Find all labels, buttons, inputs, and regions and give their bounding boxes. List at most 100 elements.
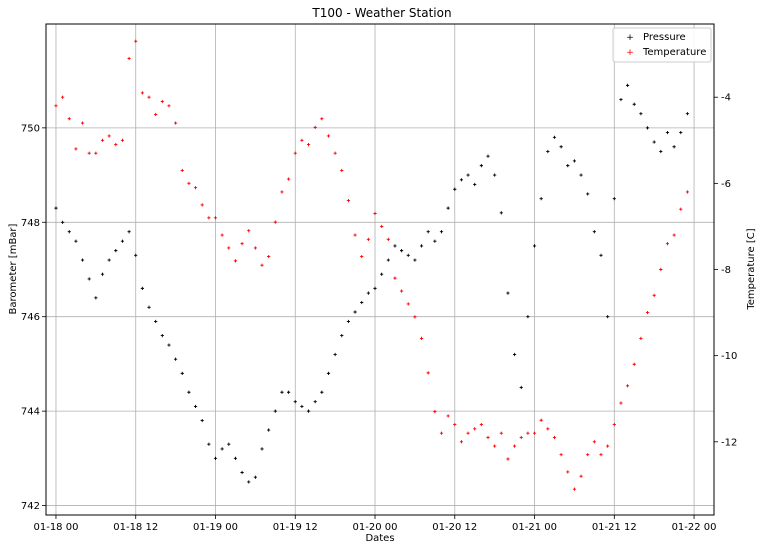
pressure-point: [473, 182, 477, 187]
pressure-point: [439, 230, 444, 234]
temperature-point: [114, 142, 118, 147]
pressure-point: [479, 164, 483, 168]
series-pressure: [54, 83, 690, 484]
temperature-point: [453, 422, 457, 427]
temperature-point: [639, 336, 643, 341]
x-tick-label: 01-22 00: [672, 522, 717, 533]
pressure-point: [167, 343, 171, 347]
pressure-point: [559, 145, 563, 149]
temperature-point: [134, 39, 138, 43]
pressure-point: [426, 230, 430, 234]
y-tick-label: 748: [21, 218, 40, 229]
pressure-point: [180, 371, 184, 375]
pressure-point: [134, 253, 138, 257]
pressure-point: [433, 239, 437, 243]
pressure-point: [227, 442, 231, 446]
temperature-point: [340, 168, 344, 173]
pressure-point: [260, 447, 264, 451]
y2-tick-label: -6: [721, 179, 731, 190]
pressure-point: [333, 352, 337, 357]
temperature-point: [187, 181, 191, 185]
temperature-point: [612, 422, 616, 427]
temperature-point: [599, 453, 603, 457]
temperature-point: [287, 177, 291, 181]
pressure-point: [87, 277, 91, 281]
pressure-point: [665, 130, 670, 135]
temperature-point: [67, 117, 71, 121]
temperature-point: [127, 56, 131, 61]
pressure-point: [280, 390, 284, 394]
temperature-point: [419, 336, 424, 341]
temperature-point: [293, 151, 297, 155]
pressure-point: [94, 296, 98, 300]
y-axis-right-label: Temperature [C]: [746, 228, 757, 310]
temperature-point: [512, 444, 517, 448]
pressure-point: [552, 135, 557, 139]
pressure-point: [459, 178, 464, 182]
pressure-point: [512, 352, 517, 357]
temperature-point: [393, 276, 397, 280]
y2-tick-label: -12: [721, 437, 737, 448]
chart-title: T100 - Weather Station: [311, 6, 451, 20]
pressure-point: [499, 211, 503, 215]
pressure-point: [346, 319, 351, 324]
temperature-point: [493, 444, 497, 448]
pressure-point: [446, 206, 450, 210]
pressure-point: [61, 220, 65, 224]
temperature-point: [353, 233, 357, 237]
pressure-point: [380, 272, 384, 276]
pressure-point: [453, 187, 457, 191]
legend-label-pressure: Pressure: [643, 32, 686, 43]
temperature-point: [459, 440, 464, 444]
pressure-point: [140, 286, 144, 290]
temperature-point: [120, 138, 125, 142]
pressure-point: [386, 258, 390, 262]
pressure-point: [114, 249, 118, 253]
y-axis-left-label: Barometer [mBar]: [8, 223, 19, 314]
temperature-point: [380, 224, 384, 229]
y-axis-right-ticks: -12 -10 -8 -6 -4: [714, 93, 737, 448]
temperature-point: [679, 207, 683, 211]
pressure-point: [566, 164, 570, 168]
temperature-point: [426, 371, 430, 375]
pressure-point: [400, 249, 404, 253]
temperature-point: [260, 263, 264, 267]
pressure-point: [193, 404, 198, 409]
temperature-point: [360, 254, 364, 259]
temperature-point: [200, 203, 204, 207]
x-tick-label: 01-19 00: [193, 522, 238, 533]
temperature-point: [87, 151, 91, 155]
temperature-point: [313, 125, 317, 129]
pressure-point: [360, 300, 364, 305]
pressure-point: [107, 258, 111, 262]
temperature-point: [499, 431, 503, 435]
temperature-point: [147, 95, 151, 99]
temperature-point: [306, 142, 311, 147]
temperature-point: [267, 254, 271, 259]
temperature-point: [466, 431, 470, 435]
pressure-point: [247, 480, 251, 484]
pressure-point: [233, 456, 238, 460]
temperature-point: [519, 435, 523, 440]
pressure-point: [373, 286, 377, 290]
temperature-point: [532, 431, 537, 435]
pressure-point: [160, 333, 164, 338]
temperature-point: [506, 457, 510, 461]
temperature-point: [107, 134, 111, 138]
pressure-point: [546, 149, 550, 154]
temperature-point: [479, 422, 483, 427]
temperature-point: [346, 198, 351, 203]
temperature-point: [559, 453, 563, 457]
pressure-point: [240, 470, 244, 475]
pressure-point: [612, 197, 616, 201]
temperature-point: [406, 302, 410, 306]
temperature-point: [552, 435, 557, 440]
y-tick-label: 744: [21, 407, 40, 418]
pressure-point: [267, 428, 271, 432]
x-tick-label: 01-18 00: [33, 522, 78, 533]
pressure-point: [320, 390, 324, 394]
temperature-point: [140, 91, 144, 95]
temperature-point: [247, 229, 251, 233]
temperature-point: [625, 384, 630, 388]
temperature-point: [645, 310, 650, 315]
